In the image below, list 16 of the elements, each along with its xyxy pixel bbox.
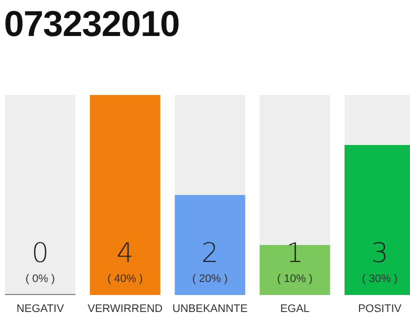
- chart-title: 073232010: [4, 3, 180, 44]
- data-label: 2: [201, 238, 219, 269]
- x-tick-label: UNBEKANNTE: [172, 303, 248, 315]
- annotation: ( 10% ): [277, 273, 313, 285]
- data-label: 1: [286, 238, 304, 269]
- data-label: 3: [371, 238, 388, 269]
- annotation: ( 40% ): [107, 273, 143, 285]
- x-tick-label: POSITIV: [358, 303, 402, 315]
- x-tick-label: EGAL: [280, 303, 310, 315]
- x-tick-label: NEGATIV: [16, 303, 65, 315]
- data-label: 0: [32, 238, 49, 269]
- annotation: ( 30% ): [362, 273, 398, 285]
- data-label: 4: [116, 238, 134, 269]
- annotation: ( 20% ): [192, 273, 228, 285]
- annotation: ( 0% ): [26, 273, 55, 285]
- x-tick-label: VERWIRREND: [88, 303, 163, 315]
